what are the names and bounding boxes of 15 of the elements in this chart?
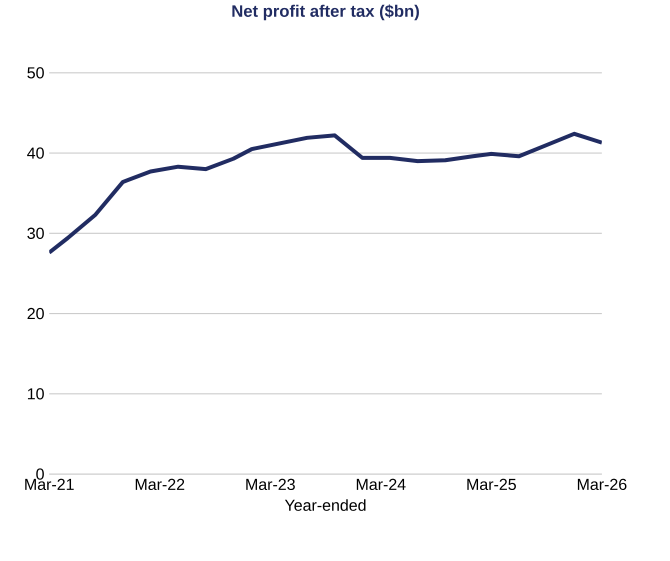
y-tick-label: 0 — [36, 468, 44, 480]
y-tick-label: 30 — [27, 228, 44, 239]
y-tick-label: 50 — [27, 67, 44, 78]
y-tick-label: 40 — [27, 147, 44, 159]
x-tick-label: Mar-26 — [578, 478, 626, 490]
line-series — [49, 132, 602, 255]
y-tick-label: 20 — [28, 308, 44, 320]
x-tick-label: Mar-25 — [467, 478, 516, 490]
x-tick-label: Mar-22 — [136, 478, 184, 490]
x-tick-label: Mar-23 — [246, 478, 295, 490]
x-tick-label: Mar-24 — [356, 478, 406, 490]
y-tick-label: 10 — [28, 388, 44, 400]
x-axis-title: Year-ended — [284, 499, 366, 511]
chart-title: Net profit after tax ($bn) — [232, 4, 419, 20]
x-tick-label: Mar-21 — [25, 478, 74, 490]
